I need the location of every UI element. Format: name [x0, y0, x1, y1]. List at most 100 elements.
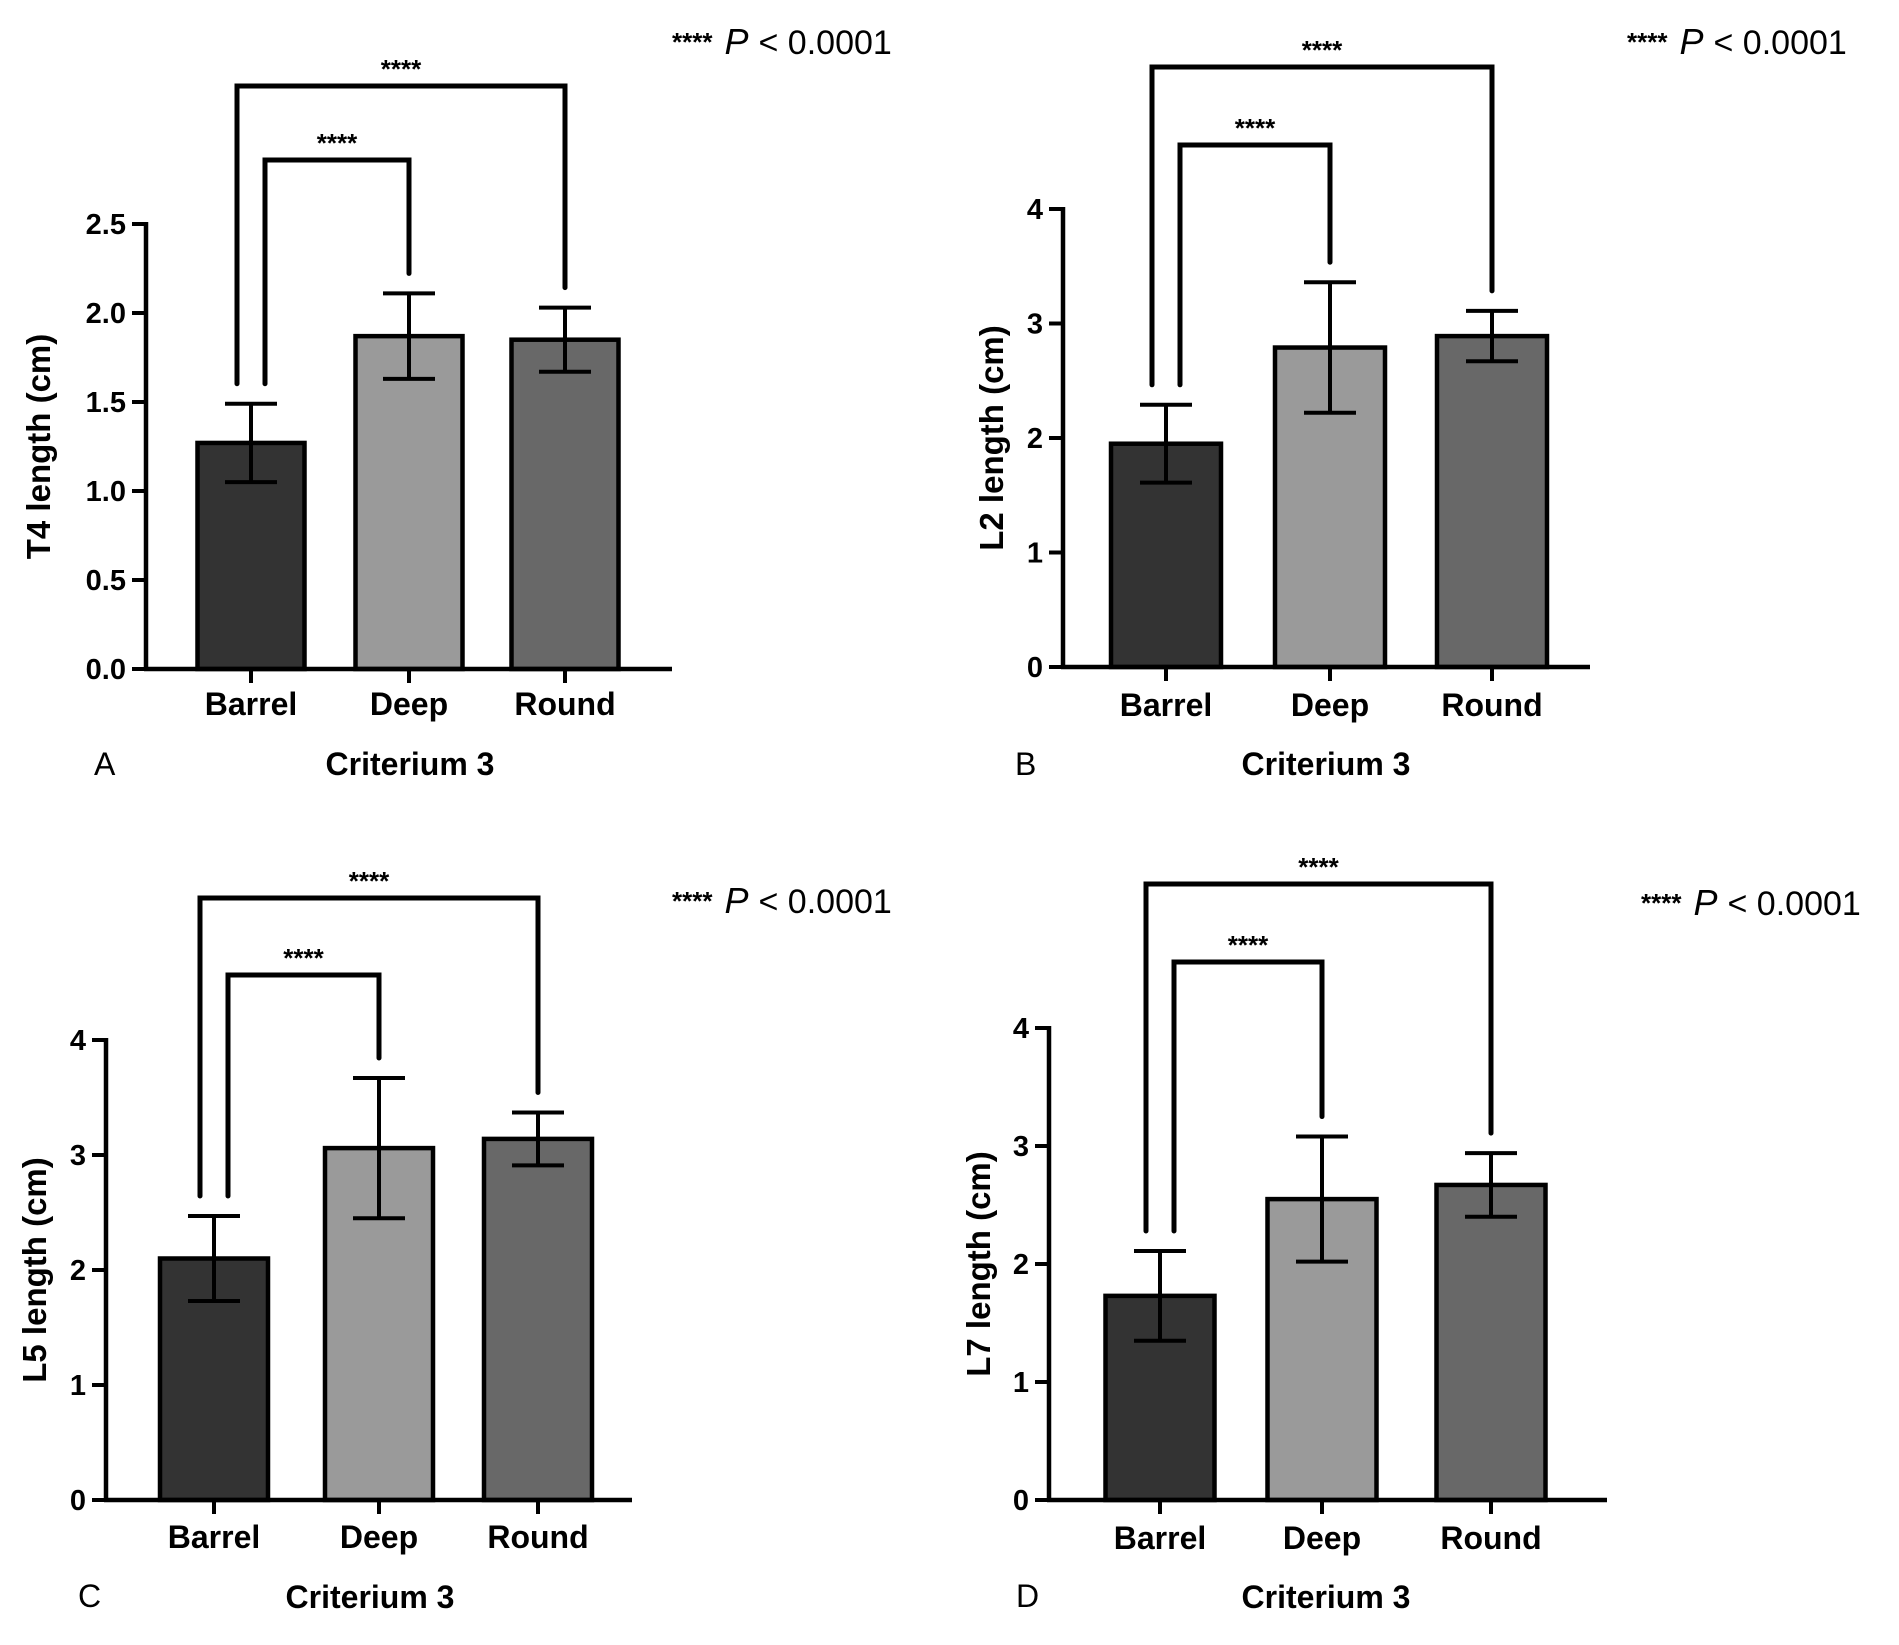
y-tick-label: 0	[1013, 1485, 1029, 1517]
significance-bracket-barrel-deep: ****	[262, 128, 412, 387]
p-value-stars: ****	[1627, 27, 1668, 57]
significance-label: ****	[1235, 113, 1276, 143]
significance-bracket-barrel-deep: ****	[1177, 113, 1333, 388]
significance-bracket-barrel-round: ****	[1149, 35, 1495, 388]
p-value-threshold: < 0.0001	[1714, 24, 1847, 62]
error-bar-deep	[1304, 280, 1356, 415]
significance-bracket-line	[1149, 64, 1495, 388]
significance-label: ****	[381, 54, 422, 84]
x-tick-label-deep: Deep	[1283, 1520, 1361, 1556]
significance-label: ****	[1228, 930, 1269, 960]
y-axis-label: T4 length (cm)	[20, 334, 57, 560]
p-value-threshold: < 0.0001	[1728, 885, 1861, 923]
x-axis-label: Criterium 3	[1242, 746, 1411, 782]
bar-deep	[353, 333, 465, 672]
x-tick-label-deep: Deep	[1291, 687, 1369, 723]
y-tick-label: 1	[1013, 1367, 1029, 1399]
panel-letter: A	[94, 746, 116, 782]
significance-label: ****	[1298, 852, 1339, 882]
p-value-symbol: P	[1679, 21, 1703, 62]
chart-panel-c: 0 1 2 3 4 Barrel Deep Round Criterium 3 L5 length…	[16, 866, 892, 1615]
p-value-stars: ****	[1641, 888, 1682, 918]
p-value-note: **** P < 0.0001	[672, 880, 892, 921]
panel-letter: D	[1016, 1578, 1039, 1614]
panel-letter: C	[78, 1578, 101, 1614]
p-value-symbol: P	[1693, 882, 1717, 923]
chart-panel-d: 0 1 2 3 4 Barrel Deep Round Criterium 3 L7 length…	[960, 852, 1861, 1615]
significance-bracket-barrel-round: ****	[197, 866, 541, 1199]
y-tick-label: 0	[1027, 652, 1043, 684]
x-tick-label-deep: Deep	[370, 686, 448, 722]
significance-bracket-barrel-round: ****	[234, 54, 568, 387]
y-tick-label: 1.0	[86, 476, 126, 508]
p-value-note: **** P < 0.0001	[1627, 21, 1847, 62]
p-value-note: **** P < 0.0001	[1641, 882, 1861, 923]
significance-bracket-line	[1171, 959, 1325, 1234]
x-tick-label-round: Round	[1441, 687, 1542, 723]
y-tick-label: 1	[1027, 538, 1043, 570]
error-bar-barrel	[1134, 1249, 1186, 1343]
significance-bracket-line	[1177, 142, 1333, 388]
y-tick-label: 2	[1013, 1249, 1029, 1281]
significance-label: ****	[283, 943, 324, 973]
error-bar-barrel	[225, 401, 277, 485]
y-tick-label: 2.0	[86, 298, 126, 330]
error-bar-barrel	[188, 1213, 240, 1304]
error-bar-round	[1466, 308, 1518, 364]
y-tick-label: 0	[70, 1485, 86, 1517]
panel-letter: B	[1015, 746, 1036, 782]
significance-bracket-barrel-round: ****	[1143, 852, 1494, 1234]
bar-round	[1434, 1182, 1548, 1503]
x-tick-label-barrel: Barrel	[168, 1519, 261, 1555]
y-tick-label: 4	[1013, 1013, 1029, 1045]
y-tick-label: 3	[70, 1140, 86, 1172]
p-value-symbol: P	[724, 880, 748, 921]
y-axis-label: L7 length (cm)	[960, 1151, 997, 1377]
x-tick-label-round: Round	[1440, 1520, 1541, 1556]
y-tick-label: 1	[70, 1370, 86, 1402]
x-tick-label-barrel: Barrel	[1120, 687, 1213, 723]
error-bar-deep	[1296, 1134, 1348, 1264]
significance-bracket-line	[262, 157, 412, 387]
x-tick-label-round: Round	[487, 1519, 588, 1555]
y-tick-label: 4	[70, 1025, 86, 1057]
error-bar-deep	[353, 1075, 405, 1221]
significance-bracket-line	[234, 83, 568, 387]
p-value-note: **** P < 0.0001	[672, 21, 892, 62]
x-tick-label-barrel: Barrel	[1114, 1520, 1207, 1556]
y-axis-label: L5 length (cm)	[16, 1157, 53, 1383]
significance-bracket-barrel-deep: ****	[1171, 930, 1325, 1234]
error-bar-round	[539, 305, 591, 374]
x-axis-label: Criterium 3	[1242, 1579, 1411, 1615]
x-tick-label-deep: Deep	[340, 1519, 418, 1555]
error-bar-barrel	[1140, 402, 1192, 485]
p-value-stars: ****	[672, 886, 713, 916]
bar-round	[481, 1136, 595, 1503]
significance-label: ****	[317, 128, 358, 158]
p-value-symbol: P	[724, 21, 748, 62]
p-value-threshold: < 0.0001	[759, 883, 892, 921]
bar-round	[509, 337, 621, 672]
x-tick-label-round: Round	[514, 686, 615, 722]
y-tick-label: 3	[1027, 309, 1043, 341]
significance-label: ****	[1302, 35, 1343, 65]
error-bar-deep	[383, 291, 435, 381]
y-tick-label: 4	[1027, 194, 1043, 226]
y-tick-label: 2	[1027, 423, 1043, 455]
p-value-stars: ****	[672, 27, 713, 57]
error-bar-round	[1465, 1151, 1517, 1219]
bar-round	[1434, 333, 1550, 670]
significance-bracket-barrel-deep: ****	[225, 943, 382, 1199]
y-tick-label: 2	[70, 1255, 86, 1287]
p-value-threshold: < 0.0001	[759, 24, 892, 62]
significance-bracket-line	[225, 972, 382, 1199]
y-tick-label: 2.5	[86, 209, 126, 241]
y-axis-label: L2 length (cm)	[973, 325, 1010, 551]
y-tick-label: 3	[1013, 1131, 1029, 1163]
y-tick-label: 1.5	[86, 387, 126, 419]
x-tick-label-barrel: Barrel	[205, 686, 298, 722]
significance-bracket-line	[197, 895, 541, 1199]
y-tick-label: 0.0	[86, 654, 126, 686]
error-bar-round	[512, 1110, 564, 1168]
